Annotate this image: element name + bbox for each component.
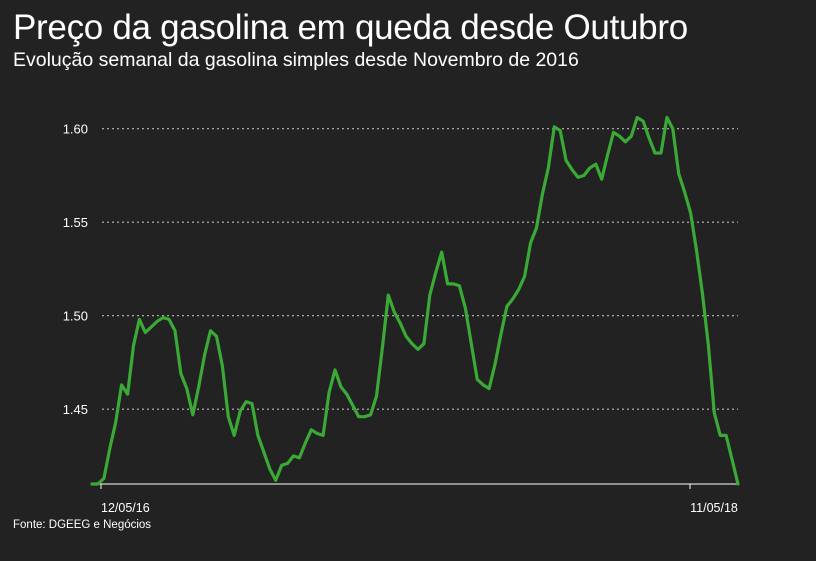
x-tick-label: 12/05/16 xyxy=(101,501,150,515)
y-tick-label: 1.55 xyxy=(63,215,88,230)
series-line xyxy=(90,115,740,486)
y-tick-label: 1.45 xyxy=(63,402,88,417)
series-layer xyxy=(90,115,740,486)
y-axis-ticks: 1.45 1.50 1.55 1.60 xyxy=(63,122,88,418)
chart-title: Preço da gasolina em queda desde Outubro xyxy=(13,8,688,47)
x-axis: 12/05/16 11/05/18 xyxy=(92,483,738,515)
chart-subtitle: Evolução semanal da gasolina simples des… xyxy=(13,49,579,71)
source-note: Fonte: DGEEG e Negócios xyxy=(13,519,152,531)
gridlines xyxy=(102,128,738,410)
x-tick-label: 11/05/18 xyxy=(690,501,738,515)
y-tick-label: 1.50 xyxy=(63,309,88,324)
y-tick-label: 1.60 xyxy=(63,122,88,137)
